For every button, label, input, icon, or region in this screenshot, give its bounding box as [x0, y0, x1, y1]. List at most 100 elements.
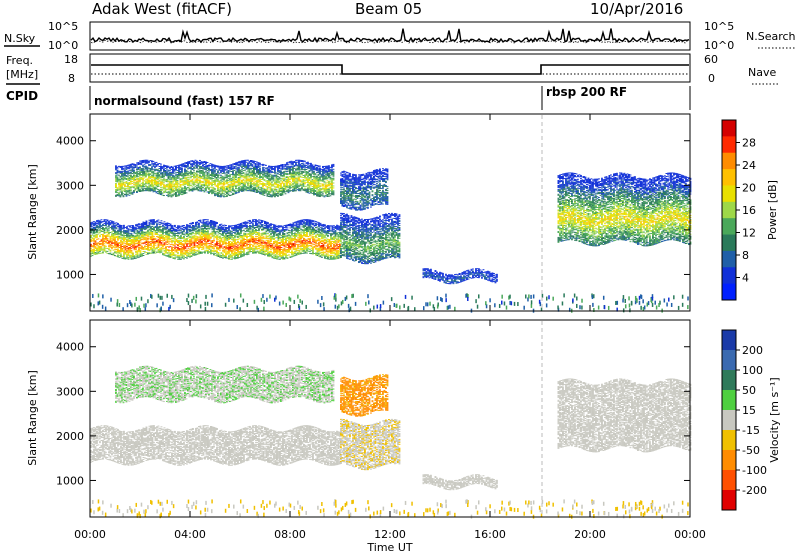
power-cell — [129, 249, 131, 250]
power-cell — [338, 238, 340, 239]
power-cell — [142, 179, 144, 180]
power-cell — [291, 250, 293, 251]
power-cell — [290, 249, 292, 250]
power-cell — [288, 234, 290, 235]
power-cell — [183, 245, 185, 246]
power-cell — [243, 255, 245, 256]
freq-label-1: Freq. — [6, 54, 33, 67]
power-cell — [139, 180, 141, 181]
power-cell — [204, 227, 206, 228]
power-cell — [311, 245, 313, 246]
power-cell — [299, 227, 301, 228]
power-cell — [108, 226, 110, 227]
power-cell — [135, 249, 137, 250]
power-cell — [108, 234, 110, 235]
power-cell — [110, 251, 112, 252]
power-cell — [327, 235, 329, 236]
power-cell — [140, 244, 142, 245]
power-cell — [216, 222, 218, 223]
power-cell — [164, 221, 166, 222]
power-cell — [153, 224, 155, 225]
power-cell — [162, 231, 164, 232]
power-cell — [293, 226, 295, 227]
power-cell — [230, 226, 232, 227]
power-cell — [161, 242, 163, 243]
power-cell — [126, 256, 128, 257]
power-cell — [110, 224, 112, 225]
power-cell — [95, 241, 97, 242]
power-cell — [228, 227, 230, 228]
power-cell — [254, 250, 256, 251]
power-cell — [255, 247, 257, 248]
power-cell — [128, 259, 130, 260]
power-cell — [102, 234, 104, 235]
power-cell — [228, 242, 230, 243]
power-cell — [225, 255, 227, 256]
power-cell — [101, 219, 103, 220]
power-cell — [263, 249, 265, 250]
power-cell — [129, 226, 131, 227]
power-cell — [263, 248, 265, 249]
power-cell — [168, 166, 170, 167]
power-cell — [162, 190, 164, 191]
power-cell — [278, 236, 280, 237]
power-cell — [150, 165, 152, 166]
power-cell — [107, 220, 109, 221]
power-cell — [101, 248, 103, 249]
power-cell — [153, 223, 155, 224]
power-cell — [329, 227, 331, 228]
power-cell — [254, 244, 256, 245]
power-cell — [237, 255, 239, 256]
power-cell — [213, 241, 215, 242]
power-cell — [279, 233, 281, 234]
power-cell — [168, 237, 170, 238]
power-cell — [101, 226, 103, 227]
power-cell — [309, 241, 311, 242]
power-cell — [252, 237, 254, 238]
power-cell — [161, 243, 163, 244]
power-cell — [332, 251, 334, 252]
cpid-row: CPID normalsound (fast) 157 RF rbsp 200 … — [6, 85, 690, 110]
power-cell — [228, 253, 230, 254]
power-cell — [252, 234, 254, 235]
power-cell — [272, 244, 274, 245]
power-cell — [248, 254, 250, 255]
power-cell — [159, 175, 161, 176]
power-cell — [155, 251, 157, 252]
power-cell — [219, 236, 221, 237]
power-cell — [156, 187, 158, 188]
power-cell — [303, 245, 305, 246]
power-cell — [161, 251, 163, 252]
power-cell — [293, 223, 295, 224]
power-cell — [261, 222, 263, 223]
power-cell — [312, 250, 314, 251]
power-cell — [174, 243, 176, 244]
power-cell — [182, 232, 184, 233]
power-cell — [278, 235, 280, 236]
power-cell — [234, 241, 236, 242]
power-cell — [197, 221, 199, 222]
power-cell — [254, 251, 256, 252]
power-cell — [239, 238, 241, 239]
power-cell — [255, 239, 257, 240]
power-cell — [191, 245, 193, 246]
power-cell — [311, 226, 313, 227]
power-cell — [113, 254, 115, 255]
power-cell — [120, 233, 122, 234]
power-cell — [123, 225, 125, 226]
power-cell — [252, 229, 254, 230]
power-cell — [157, 164, 159, 165]
power-cell — [104, 250, 106, 251]
power-cell — [179, 227, 181, 228]
beam-title: Beam 05 — [355, 0, 422, 18]
power-cell — [279, 234, 281, 235]
power-cell — [305, 241, 307, 242]
power-cell — [278, 257, 280, 258]
power-cell — [156, 166, 158, 167]
power-cell — [145, 175, 147, 176]
power-cell — [169, 170, 171, 171]
power-cell — [215, 226, 217, 227]
power-cell — [194, 243, 196, 244]
power-cell — [155, 231, 157, 232]
power-cell — [152, 237, 154, 238]
